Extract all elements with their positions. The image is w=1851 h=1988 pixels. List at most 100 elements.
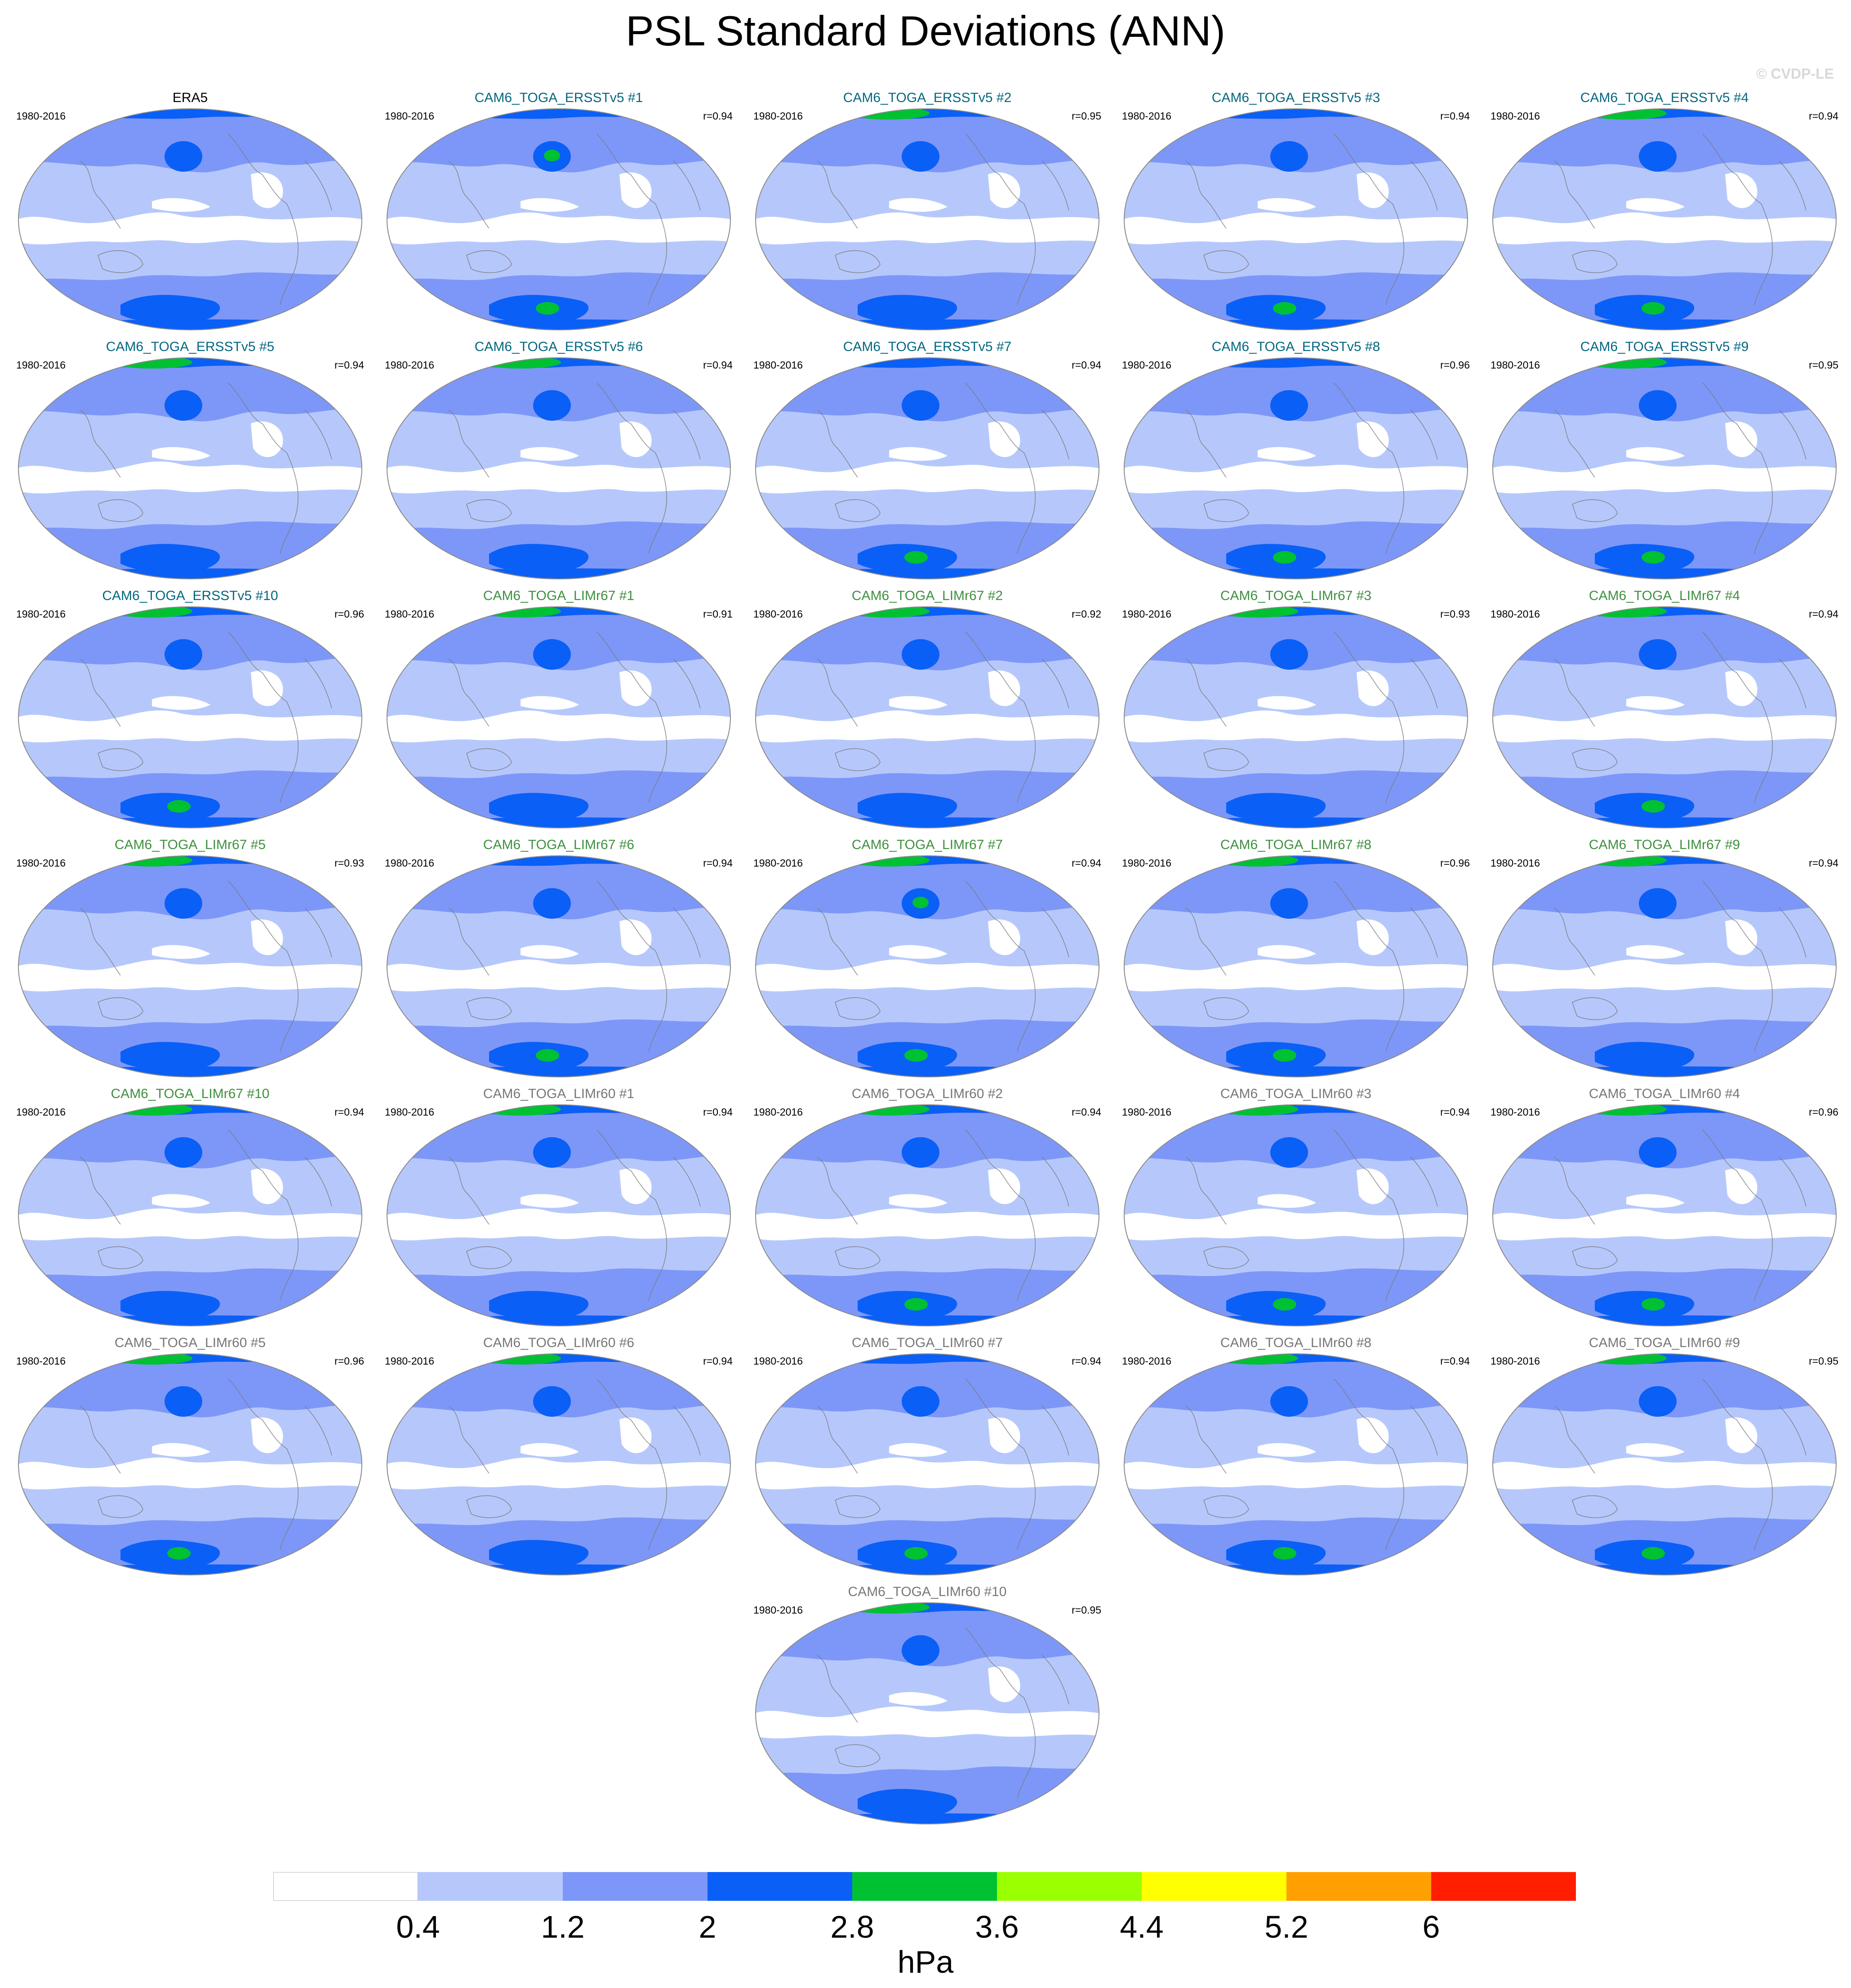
- psl-stddev-map: [1124, 1353, 1468, 1575]
- colorbar-swatch: [852, 1872, 997, 1901]
- map-panel: CAM6_TOGA_ERSSTv5 #6 1980-2016 r=0.94: [377, 339, 741, 582]
- panel-correlation: r=0.94: [1072, 1355, 1101, 1367]
- psl-stddev-map: [1124, 606, 1468, 828]
- panel-title: CAM6_TOGA_LIMr67 #3: [1220, 588, 1372, 603]
- psl-stddev-map: [387, 1104, 731, 1326]
- colorbar-swatch: [1431, 1872, 1576, 1901]
- panel-correlation: r=0.93: [1440, 608, 1470, 620]
- panel-title: CAM6_TOGA_LIMr60 #2: [851, 1086, 1003, 1101]
- panel-correlation: r=0.96: [1809, 1106, 1838, 1118]
- panel-period: 1980-2016: [1491, 359, 1540, 371]
- panel-title: CAM6_TOGA_LIMr67 #9: [1588, 837, 1740, 852]
- panel-period: 1980-2016: [385, 359, 434, 371]
- panel-title: CAM6_TOGA_LIMr60 #7: [851, 1335, 1003, 1350]
- panel-correlation: r=0.95: [1809, 359, 1838, 371]
- map-panel: CAM6_TOGA_LIMr60 #2 1980-2016 r=0.94: [745, 1086, 1109, 1329]
- panel-title: CAM6_TOGA_ERSSTv5 #8: [1211, 339, 1380, 354]
- panel-correlation: r=0.94: [334, 1106, 364, 1118]
- panel-title: CAM6_TOGA_ERSSTv5 #5: [106, 339, 275, 354]
- panel-correlation: r=0.95: [1072, 1604, 1101, 1616]
- map-panel: ERA5 1980-2016: [8, 90, 372, 333]
- map-panel: CAM6_TOGA_LIMr60 #9 1980-2016 r=0.95: [1482, 1335, 1847, 1578]
- panel-correlation: r=0.94: [1072, 1106, 1101, 1118]
- panel-correlation: r=0.94: [1072, 857, 1101, 869]
- psl-stddev-map: [755, 1353, 1099, 1575]
- psl-stddev-map: [755, 606, 1099, 828]
- colorbar-tick-label: 5.2: [1264, 1909, 1308, 1944]
- psl-stddev-map: [755, 1602, 1099, 1824]
- panel-period: 1980-2016: [753, 359, 803, 371]
- map-panel: CAM6_TOGA_LIMr67 #2 1980-2016 r=0.92: [745, 588, 1109, 831]
- map-panel: CAM6_TOGA_ERSSTv5 #9 1980-2016 r=0.95: [1482, 339, 1847, 582]
- map-panel: CAM6_TOGA_ERSSTv5 #2 1980-2016 r=0.95: [745, 90, 1109, 333]
- map-panel: CAM6_TOGA_LIMr67 #5 1980-2016 r=0.93: [8, 837, 372, 1080]
- colorbar-tick-label: 4.4: [1120, 1909, 1164, 1944]
- colorbar-tick-label: 0.4: [396, 1909, 440, 1944]
- map-panel: CAM6_TOGA_ERSSTv5 #1 1980-2016 r=0.94: [377, 90, 741, 333]
- panel-period: 1980-2016: [753, 110, 803, 122]
- psl-stddev-map: [387, 606, 731, 828]
- panel-correlation: r=0.94: [1809, 857, 1838, 869]
- panel-period: 1980-2016: [385, 1355, 434, 1367]
- psl-stddev-map: [1492, 357, 1837, 579]
- map-panel: CAM6_TOGA_LIMr60 #10 1980-2016 r=0.95: [745, 1584, 1109, 1827]
- colorbar-tick-label: 2.8: [830, 1909, 874, 1944]
- panel-correlation: r=0.94: [1072, 359, 1101, 371]
- credit-watermark: © CVDP-LE: [1756, 66, 1834, 82]
- map-panel: CAM6_TOGA_LIMr60 #7 1980-2016 r=0.94: [745, 1335, 1109, 1578]
- panel-title: CAM6_TOGA_ERSSTv5 #1: [474, 90, 643, 105]
- panel-period: 1980-2016: [16, 359, 66, 371]
- psl-stddev-map: [1124, 357, 1468, 579]
- colorbar-tick-label: 2: [699, 1909, 716, 1944]
- panel-title: CAM6_TOGA_ERSSTv5 #6: [474, 339, 643, 354]
- psl-stddev-map: [18, 1104, 362, 1326]
- map-panel: CAM6_TOGA_LIMr60 #3 1980-2016 r=0.94: [1114, 1086, 1478, 1329]
- panel-title: CAM6_TOGA_LIMr60 #5: [114, 1335, 266, 1350]
- panel-title: CAM6_TOGA_LIMr60 #8: [1220, 1335, 1372, 1350]
- panel-period: 1980-2016: [1491, 1106, 1540, 1118]
- panel-period: 1980-2016: [16, 608, 66, 620]
- panel-title: ERA5: [172, 90, 208, 105]
- panel-correlation: r=0.96: [334, 1355, 364, 1367]
- psl-stddev-map: [1492, 855, 1837, 1077]
- panel-correlation: r=0.94: [1809, 110, 1838, 122]
- map-panel: CAM6_TOGA_ERSSTv5 #3 1980-2016 r=0.94: [1114, 90, 1478, 333]
- psl-stddev-map: [18, 855, 362, 1077]
- panel-period: 1980-2016: [1491, 608, 1540, 620]
- psl-stddev-map: [1124, 855, 1468, 1077]
- panel-title: CAM6_TOGA_LIMr67 #10: [111, 1086, 270, 1101]
- colorbar-swatch: [1286, 1872, 1431, 1901]
- psl-stddev-map: [387, 108, 731, 330]
- panel-title: CAM6_TOGA_LIMr67 #7: [851, 837, 1003, 852]
- panel-title: CAM6_TOGA_ERSSTv5 #4: [1580, 90, 1749, 105]
- panel-title: CAM6_TOGA_ERSSTv5 #7: [843, 339, 1012, 354]
- panel-title: CAM6_TOGA_LIMr67 #5: [114, 837, 266, 852]
- panel-title: CAM6_TOGA_LIMr60 #1: [483, 1086, 635, 1101]
- panel-title: CAM6_TOGA_LIMr67 #8: [1220, 837, 1372, 852]
- panel-title: CAM6_TOGA_LIMr67 #2: [851, 588, 1003, 603]
- panel-title: CAM6_TOGA_LIMr67 #4: [1588, 588, 1740, 603]
- map-panel: CAM6_TOGA_LIMr67 #8 1980-2016 r=0.96: [1114, 837, 1478, 1080]
- colorbar-swatch: [563, 1872, 707, 1901]
- panel-correlation: r=0.92: [1072, 608, 1101, 620]
- panel-period: 1980-2016: [753, 1106, 803, 1118]
- map-panel: CAM6_TOGA_LIMr60 #8 1980-2016 r=0.94: [1114, 1335, 1478, 1578]
- map-panel: CAM6_TOGA_ERSSTv5 #5 1980-2016 r=0.94: [8, 339, 372, 582]
- colorbar-swatch: [707, 1872, 852, 1901]
- map-panel: CAM6_TOGA_LIMr60 #4 1980-2016 r=0.96: [1482, 1086, 1847, 1329]
- panel-period: 1980-2016: [16, 1355, 66, 1367]
- colorbar-units: hPa: [897, 1944, 954, 1979]
- psl-stddev-map: [18, 357, 362, 579]
- map-panel: CAM6_TOGA_LIMr60 #6 1980-2016 r=0.94: [377, 1335, 741, 1578]
- panel-title: CAM6_TOGA_LIMr60 #6: [483, 1335, 635, 1350]
- panel-title: CAM6_TOGA_LIMr60 #4: [1588, 1086, 1740, 1101]
- panel-correlation: r=0.94: [1809, 608, 1838, 620]
- panel-correlation: r=0.96: [1440, 857, 1470, 869]
- panel-period: 1980-2016: [16, 110, 66, 122]
- map-panel: CAM6_TOGA_LIMr67 #4 1980-2016 r=0.94: [1482, 588, 1847, 831]
- panel-period: 1980-2016: [385, 1106, 434, 1118]
- colorbar-swatch: [418, 1872, 563, 1901]
- panel-period: 1980-2016: [385, 110, 434, 122]
- map-panel: CAM6_TOGA_LIMr60 #5 1980-2016 r=0.96: [8, 1335, 372, 1578]
- colorbar-swatch: [1142, 1872, 1286, 1901]
